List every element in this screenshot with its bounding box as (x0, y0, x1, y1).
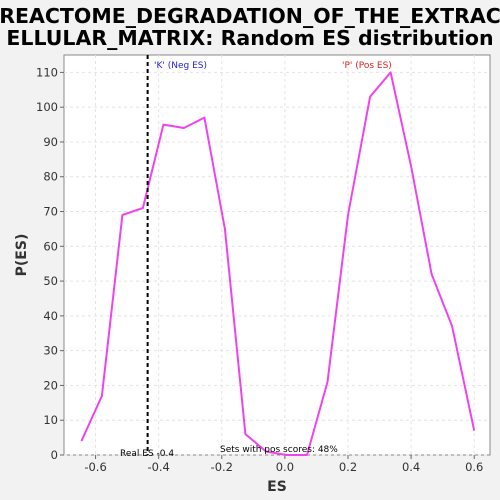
y-tick-label: 100 (36, 100, 58, 114)
x-tick-label: -0.4 (147, 460, 169, 474)
neg-es-annotation: 'K' (Neg ES) (154, 61, 207, 71)
y-axis-ticks: 0 10 20 30 40 50 60 70 80 90 100 110 (36, 65, 64, 462)
real-es-label: Real ES -0.4 (120, 449, 174, 459)
x-tick-label: 0.0 (276, 460, 294, 474)
y-tick-label: 20 (43, 378, 58, 392)
y-tick-label: 90 (43, 135, 58, 149)
x-tick-label: -0.2 (211, 460, 233, 474)
y-tick-label: 0 (51, 448, 58, 462)
series-group (80, 71, 476, 456)
x-tick-label: 0.4 (402, 460, 420, 474)
plot-area (63, 54, 491, 456)
y-tick-label: 40 (43, 309, 58, 323)
y-tick-label: 110 (36, 65, 58, 79)
y-tick-label: 70 (43, 205, 58, 219)
x-tick-label: -0.6 (84, 460, 106, 474)
x-axis-ticks: -0.6 -0.4 -0.2 0.0 0.2 0.4 0.6 (84, 455, 483, 474)
pos-scores-annotation: Sets with pos scores: 48% (220, 445, 338, 455)
x-axis-label: ES (267, 479, 287, 495)
y-tick-label: 50 (43, 274, 58, 288)
x-tick-label: 0.6 (465, 460, 483, 474)
y-tick-label: 80 (43, 170, 58, 184)
y-axis-label: P(ES) (14, 234, 30, 277)
chart-title-line2: ELLULAR_MATRIX: Random ES distribution (6, 26, 493, 50)
chart-title-line1: REACTOME_DEGRADATION_OF_THE_EXTRAC (0, 4, 500, 28)
y-tick-label: 10 (43, 413, 58, 427)
pos-es-annotation: 'P' (Pos ES) (342, 61, 392, 71)
y-tick-label: 30 (43, 344, 58, 358)
y-tick-label: 60 (43, 239, 58, 253)
es-distribution-line (80, 71, 476, 456)
x-tick-label: 0.2 (339, 460, 357, 474)
